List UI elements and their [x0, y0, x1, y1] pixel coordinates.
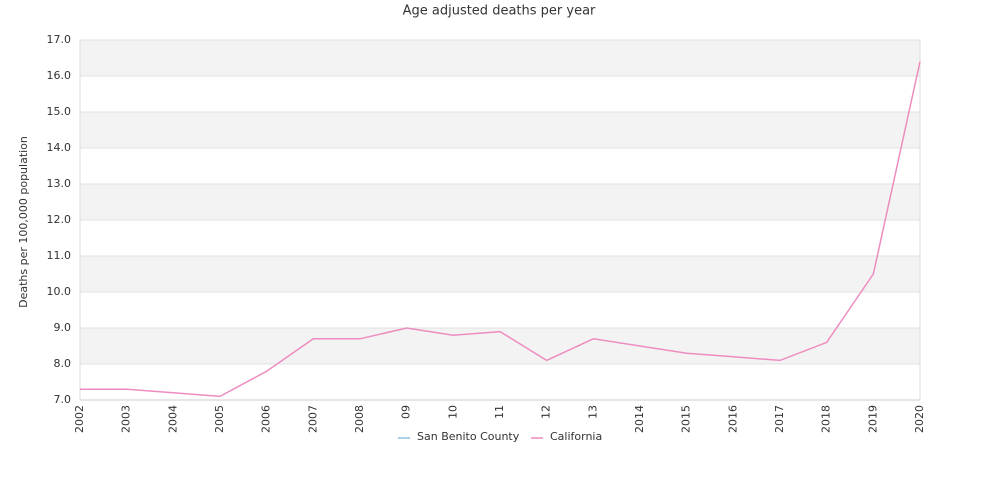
grid-band	[80, 112, 920, 148]
x-tick-label: 11	[493, 405, 506, 419]
x-tick-label: 2017	[773, 405, 786, 433]
x-tick-label: 09	[400, 405, 413, 419]
x-tick-label: 2016	[726, 405, 739, 433]
y-tick-label: 16.0	[47, 69, 72, 82]
y-tick-label: 13.0	[47, 177, 72, 190]
grid-band	[80, 256, 920, 292]
series-line	[80, 61, 921, 398]
x-tick-label: 2003	[120, 405, 133, 433]
y-tick-label: 9.0	[54, 321, 72, 334]
y-tick-label: 17.0	[47, 33, 72, 46]
x-tick-label: 10	[446, 405, 459, 419]
x-tick-label: 2002	[73, 405, 86, 433]
chart-title: Age adjusted deaths per year	[403, 4, 596, 19]
grid-band	[80, 40, 920, 76]
y-tick-label: 7.0	[54, 393, 72, 406]
y-tick-label: 14.0	[47, 141, 72, 154]
x-tick-label: 13	[586, 405, 599, 419]
y-tick-label: 12.0	[47, 213, 72, 226]
x-tick-label: 12	[540, 405, 553, 419]
x-tick-label: 2018	[820, 405, 833, 433]
x-tick-label: 2007	[306, 405, 319, 433]
x-tick-label: 2014	[633, 405, 646, 433]
legend-label: California	[550, 430, 602, 443]
x-tick-label: 2006	[260, 405, 273, 433]
x-tick-label: 2008	[353, 405, 366, 433]
x-tick-label: 2004	[166, 405, 179, 433]
grid-band	[80, 184, 920, 220]
x-tick-label: 2020	[913, 405, 926, 433]
x-tick-label: 2015	[680, 405, 693, 433]
x-tick-label: 2019	[866, 405, 879, 433]
y-tick-label: 11.0	[47, 249, 72, 262]
y-tick-label: 10.0	[47, 285, 72, 298]
y-tick-label: 15.0	[47, 105, 72, 118]
legend-label: San Benito County	[417, 430, 520, 443]
grid-band	[80, 328, 920, 364]
y-tick-label: 8.0	[54, 357, 72, 370]
y-axis-label: Deaths per 100,000 population	[17, 136, 30, 308]
x-tick-label: 2005	[213, 405, 226, 433]
